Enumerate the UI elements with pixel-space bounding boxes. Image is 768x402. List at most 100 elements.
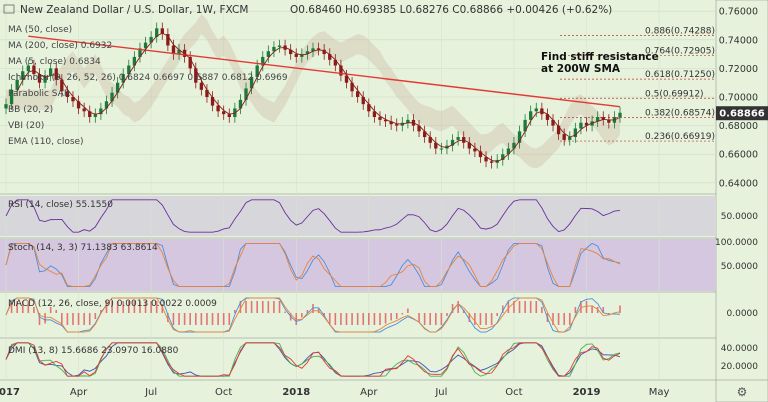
macd-tick-label: 0.0000 <box>727 309 759 319</box>
macd-bar <box>479 313 482 325</box>
price-tick-label: 0.76000 <box>719 7 758 18</box>
macd-bar <box>401 313 404 315</box>
dmi-minus-line <box>5 342 621 377</box>
candle <box>562 128 566 146</box>
candle <box>244 82 248 106</box>
candle <box>160 22 164 40</box>
candle <box>350 76 354 97</box>
candle <box>367 98 371 118</box>
candle <box>272 41 276 57</box>
fib-label: 0.764(0.72905) <box>645 46 715 56</box>
candle <box>32 59 36 80</box>
candle <box>277 39 282 53</box>
x-tick-label: Oct <box>215 387 232 398</box>
macd-bar <box>585 301 588 313</box>
candle <box>417 119 421 138</box>
rsi-panel-bg <box>0 196 716 236</box>
candle <box>4 98 8 115</box>
candle <box>512 137 516 155</box>
macd-bar <box>496 313 498 316</box>
rsi-line <box>5 199 621 233</box>
macd-bar <box>27 301 30 313</box>
price-tick-label: 0.72000 <box>719 64 758 75</box>
macd-bar <box>513 301 515 313</box>
candle <box>573 122 578 143</box>
indicator-label[interactable]: BB (20, 2) <box>8 105 53 115</box>
indicator-legend: MA (50, close) MA (200, close) 0.6932 MA (… <box>8 25 288 147</box>
macd-bar <box>72 313 74 325</box>
candle <box>15 74 19 96</box>
macd-bar <box>139 301 141 313</box>
candle <box>37 68 42 89</box>
macd-bar <box>323 313 325 316</box>
indicator-label[interactable]: MA (50, close) <box>8 25 72 35</box>
macd-bar <box>501 305 504 313</box>
oscillator-panels: RSI (14, close) 55.1550 Stoch (14, 3, 3) … <box>5 199 621 377</box>
fibonacci-levels: 0.886(0.74288) 0.764(0.72905) 0.618(0.7125… <box>560 27 715 142</box>
ohlc-readout: O0.68460 H0.69385 L0.68276 C0.68866 +0.0… <box>290 4 612 16</box>
indicator-label[interactable]: EMA (110, close) <box>8 137 84 147</box>
macd-bar <box>100 310 102 313</box>
candle <box>9 84 14 110</box>
candle <box>607 114 611 129</box>
macd-bar <box>189 313 191 325</box>
macd-bar <box>390 313 392 321</box>
x-tick-label: Oct <box>505 387 522 398</box>
macd-bar <box>88 313 91 325</box>
x-tick-label: Apr <box>70 387 88 398</box>
macd-bar <box>273 301 275 313</box>
indicator-label[interactable]: VBI (20) <box>8 121 44 131</box>
macd-bar <box>574 307 577 313</box>
macd-bar <box>384 313 387 324</box>
gear-icon[interactable]: ⚙ <box>737 385 748 399</box>
candle <box>132 51 137 72</box>
candle <box>177 44 181 60</box>
collapse-icon[interactable] <box>3 4 15 14</box>
macd-bar <box>423 313 426 325</box>
price-axis[interactable] <box>715 0 768 402</box>
candle <box>501 148 505 166</box>
candle <box>579 117 583 135</box>
macd-bar <box>150 301 152 313</box>
macd-bar <box>284 311 286 313</box>
indicator-label[interactable]: Ichimoku (9, 26, 52, 26) 0.6824 0.6697 0… <box>8 73 288 83</box>
macd-bar <box>217 313 219 325</box>
macd-bar <box>328 313 331 325</box>
candle <box>99 102 103 120</box>
price-tick-label: 0.74000 <box>719 35 758 46</box>
candle <box>422 125 427 143</box>
x-tick-label: 2019 <box>573 387 601 398</box>
indicator-label[interactable]: MA (5, close) 0.6834 <box>8 57 101 67</box>
candle <box>88 105 92 123</box>
candle <box>328 48 332 66</box>
macd-bar <box>256 301 258 313</box>
candle <box>171 39 176 60</box>
indicator-label[interactable]: MA (200, close) 0.6932 <box>8 41 112 51</box>
candle <box>166 28 170 52</box>
candle <box>216 99 220 118</box>
macd-bar <box>206 313 208 325</box>
candle <box>300 48 304 63</box>
macd-bar <box>228 313 231 325</box>
macd-bar <box>278 301 281 313</box>
candle <box>121 68 125 89</box>
macd-bar <box>568 313 571 325</box>
fib-label: 0.5(0.69912) <box>645 89 704 99</box>
macd-bar <box>462 310 465 313</box>
macd-bar <box>490 313 493 325</box>
stoch-k-line <box>5 242 621 288</box>
indicator-label[interactable]: Parabolic SAR <box>8 89 70 99</box>
macd-bar <box>552 313 554 325</box>
macd-bar <box>178 313 180 325</box>
macd-bar <box>172 313 175 325</box>
macd-bar <box>429 313 432 325</box>
stoch-tick-label: 100.0000 <box>715 238 758 248</box>
stoch-label: Stoch (14, 3, 3) 71.1383 63.8614 <box>8 243 158 253</box>
candle <box>238 94 243 115</box>
macd-bar <box>261 301 264 313</box>
candle <box>115 76 120 99</box>
macd-bar <box>518 301 521 313</box>
macd-bar <box>418 313 420 322</box>
